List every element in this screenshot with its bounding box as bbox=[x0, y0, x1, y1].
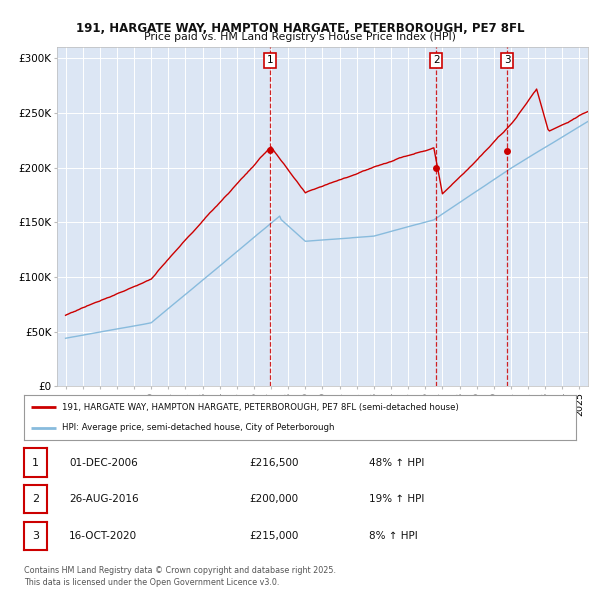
Text: 1: 1 bbox=[266, 55, 273, 65]
Text: 16-OCT-2020: 16-OCT-2020 bbox=[69, 531, 137, 540]
Text: 191, HARGATE WAY, HAMPTON HARGATE, PETERBOROUGH, PE7 8FL: 191, HARGATE WAY, HAMPTON HARGATE, PETER… bbox=[76, 22, 524, 35]
Text: 1: 1 bbox=[32, 458, 39, 467]
Text: £216,500: £216,500 bbox=[249, 458, 299, 467]
Text: 26-AUG-2016: 26-AUG-2016 bbox=[69, 494, 139, 504]
Text: 19% ↑ HPI: 19% ↑ HPI bbox=[369, 494, 424, 504]
Text: Contains HM Land Registry data © Crown copyright and database right 2025.
This d: Contains HM Land Registry data © Crown c… bbox=[24, 566, 336, 587]
Text: 3: 3 bbox=[32, 531, 39, 540]
Text: 2: 2 bbox=[433, 55, 440, 65]
Text: HPI: Average price, semi-detached house, City of Peterborough: HPI: Average price, semi-detached house,… bbox=[62, 423, 334, 432]
Text: 191, HARGATE WAY, HAMPTON HARGATE, PETERBOROUGH, PE7 8FL (semi-detached house): 191, HARGATE WAY, HAMPTON HARGATE, PETER… bbox=[62, 403, 458, 412]
Text: 8% ↑ HPI: 8% ↑ HPI bbox=[369, 531, 418, 540]
Text: 01-DEC-2006: 01-DEC-2006 bbox=[69, 458, 138, 467]
Text: 2: 2 bbox=[32, 494, 39, 504]
Text: £200,000: £200,000 bbox=[249, 494, 298, 504]
Text: 48% ↑ HPI: 48% ↑ HPI bbox=[369, 458, 424, 467]
Text: 3: 3 bbox=[504, 55, 511, 65]
Text: £215,000: £215,000 bbox=[249, 531, 298, 540]
Text: Price paid vs. HM Land Registry's House Price Index (HPI): Price paid vs. HM Land Registry's House … bbox=[144, 32, 456, 42]
